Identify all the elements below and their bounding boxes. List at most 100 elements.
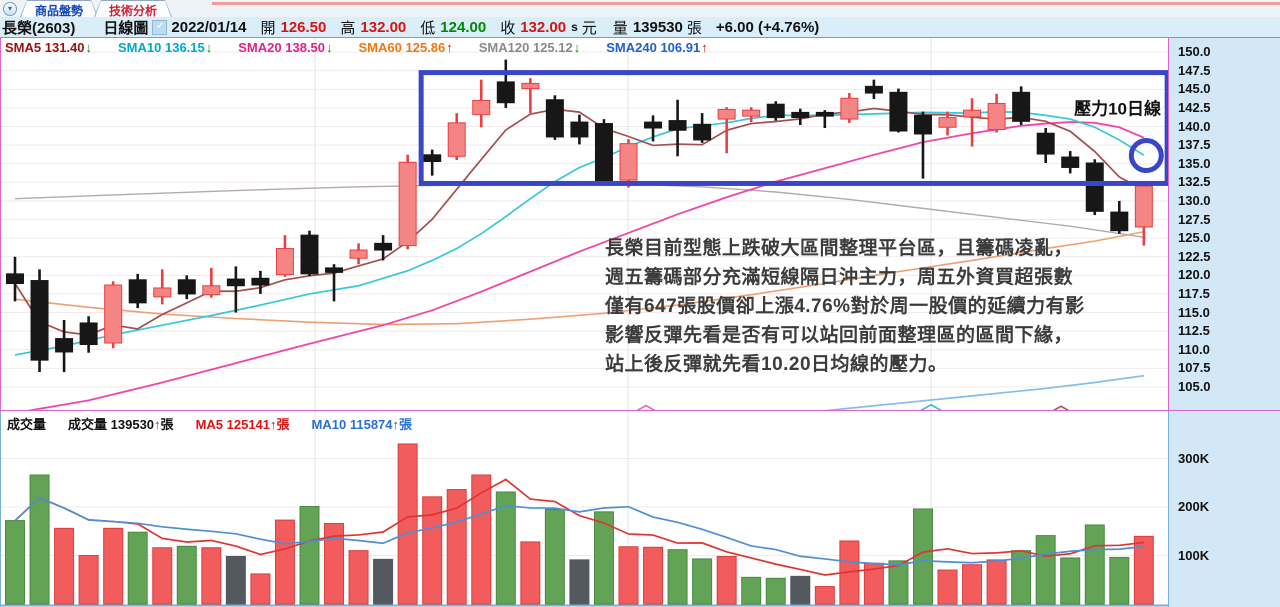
volume-bar [274, 519, 295, 605]
candle-body [1110, 211, 1129, 232]
tab-market-overview[interactable]: 商品盤勢 [20, 0, 98, 17]
volume-panel: 成交量 成交量 139530↑張 MA5 125141↑張 MA10 11587… [0, 411, 1280, 607]
chart-type-label[interactable]: 日線圖 [103, 19, 149, 37]
candle-body [1085, 162, 1104, 212]
volume-chart-canvas[interactable] [1, 411, 1168, 607]
line-sma20 [27, 121, 1145, 410]
candle-body [128, 279, 147, 304]
open-label: 開 [260, 19, 276, 37]
chart-region: 壓力10日線 SMA5 131.40↓ SMA10 136.15↓ SMA20 … [0, 37, 1280, 607]
price-axis-label: 110.0 [1178, 341, 1210, 357]
quote-info-bar: 長榮(2603) 日線圖 ✓ 2022/01/14 開 126.50 高 132… [0, 17, 1280, 37]
volume-bar [643, 546, 664, 605]
price-axis-label: 105.0 [1178, 378, 1211, 394]
volume-bar [544, 508, 565, 605]
candle-body [913, 114, 932, 135]
volume-bar [225, 555, 246, 605]
volume-axis: 300K 200K 100K [1168, 411, 1280, 607]
volume-bar [618, 546, 639, 605]
candle-body [963, 109, 982, 118]
volume-bar [397, 443, 418, 605]
high-value: 132.00 [360, 18, 407, 36]
candle-body [1134, 185, 1153, 228]
annotation-box [418, 70, 1168, 186]
candle-body [766, 103, 785, 119]
volume-bar [299, 506, 320, 605]
volume-bar [986, 559, 1007, 605]
volume-bar [250, 573, 271, 605]
volume-bar [1060, 557, 1081, 605]
open-value: 126.50 [280, 18, 327, 36]
price-axis-label: 112.5 [1178, 323, 1210, 339]
candle-body [153, 287, 172, 298]
candle-body [349, 249, 368, 259]
window-menu-icon[interactable]: ▾ [3, 2, 17, 16]
price-axis: 150.0 147.5 145.0 142.5 140.0 137.5 135.0 132.5… [1168, 38, 1280, 410]
volume-bar [962, 564, 983, 605]
volume-value: 139530 [632, 18, 683, 36]
candle-body [30, 280, 49, 361]
volume-bar [593, 511, 614, 605]
trade-date[interactable]: 2022/01/14 [171, 18, 247, 36]
candle-body [693, 123, 712, 141]
tab-technical-analysis[interactable]: 技術分析 [94, 0, 172, 17]
volume-bar [495, 491, 516, 605]
price-axis-label: 122.5 [1178, 248, 1211, 264]
line-sma240 [824, 374, 1144, 410]
candle-body [840, 97, 859, 120]
volume-bar [937, 569, 958, 605]
candle-body [300, 234, 319, 275]
price-axis-label: 120.0 [1178, 267, 1211, 283]
top-accent-line [212, 2, 1280, 5]
price-axis-label: 150.0 [1178, 44, 1211, 60]
low-value: 124.00 [440, 18, 487, 36]
candle-body [398, 161, 417, 247]
price-axis-label: 137.5 [1178, 137, 1211, 153]
price-axis-label: 127.5 [1178, 211, 1211, 227]
candle-body [1036, 132, 1055, 155]
volume-bar [152, 547, 173, 605]
candle-body [619, 143, 638, 181]
price-axis-label: 130.0 [1178, 192, 1211, 208]
volume-axis-label: 300K [1178, 450, 1210, 466]
unit-yuan: 元 [581, 19, 597, 37]
volume-bar [78, 555, 99, 605]
candle-body [55, 338, 74, 353]
candle-body [472, 99, 491, 116]
volume-bar [765, 577, 786, 605]
candle-body [1012, 91, 1031, 122]
price-chart-canvas[interactable]: 壓力10日線 [1, 38, 1168, 410]
volume-bar [741, 576, 762, 605]
volume-bar [888, 560, 909, 605]
volume-bar [176, 545, 197, 605]
candle-body [889, 91, 908, 132]
price-axis-label: 140.0 [1178, 118, 1211, 134]
volume-bar [1035, 535, 1056, 605]
volume-ma5-legend: MA5 125141↑張 [195, 417, 290, 432]
volume-bar [814, 586, 835, 605]
price-axis-label: 147.5 [1178, 62, 1211, 78]
sma10-legend: SMA10 136.15↓ [118, 40, 213, 55]
volume-axis-label: 100K [1178, 547, 1210, 563]
close-label: 收 [500, 19, 516, 37]
candle-body [570, 121, 589, 138]
candle-body [6, 273, 24, 285]
close-value: 132.00 [520, 18, 567, 36]
candle-body [275, 248, 294, 276]
annotation-circle [1128, 138, 1164, 174]
candle-body [987, 102, 1006, 131]
sma240-legend: SMA240 106.91↑ [606, 40, 708, 55]
candle-body [938, 117, 957, 128]
price-axis-label: 145.0 [1178, 81, 1211, 97]
candle-body [79, 322, 98, 346]
volume-bar [324, 522, 345, 605]
candle-body [447, 122, 466, 157]
price-axis-label: 135.0 [1178, 155, 1211, 171]
volume-bar [54, 527, 75, 605]
line-volume-ma5 [14, 478, 1144, 576]
stock-name: 長榮(2603) [2, 19, 76, 37]
chart-type-checkbox-icon[interactable]: ✓ [152, 19, 168, 35]
sma5-legend: SMA5 131.40↓ [5, 40, 93, 55]
line-sma60 [14, 230, 1144, 326]
